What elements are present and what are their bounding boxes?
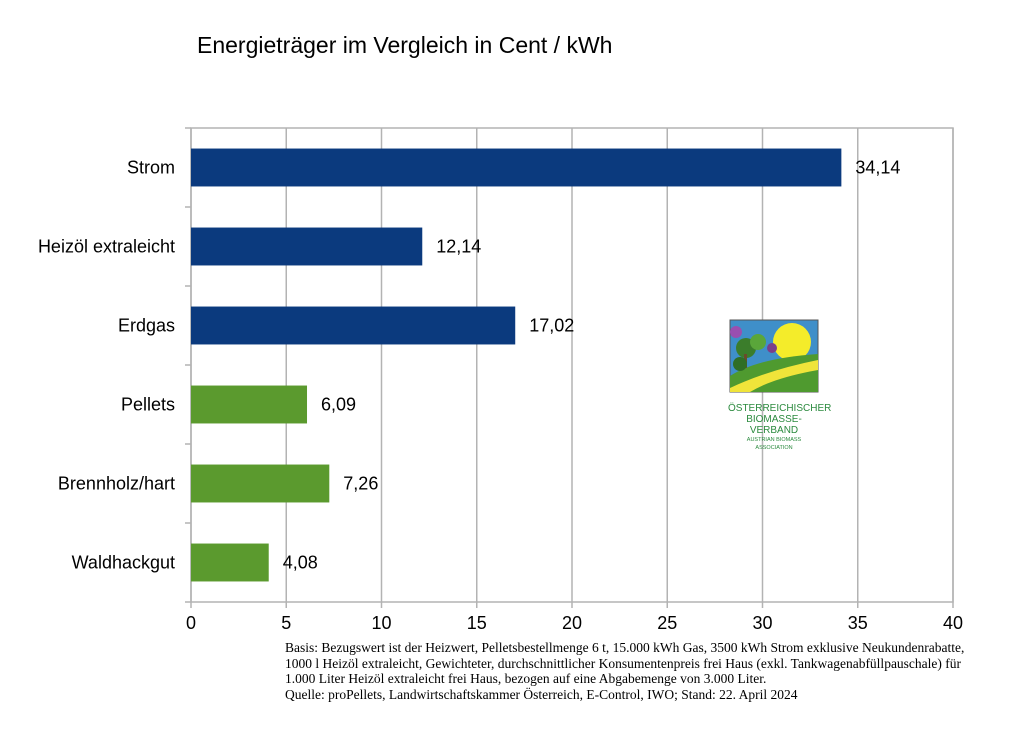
biomass-association-logo: ÖSTERREICHISCHER BIOMASSE-VERBAND AUSTRI…	[728, 318, 832, 452]
bar	[191, 306, 516, 345]
biomass-landscape-icon	[729, 319, 819, 393]
data-label: 12,14	[436, 237, 481, 257]
data-label: 6,09	[321, 395, 356, 415]
x-tick-label: 20	[562, 613, 582, 633]
category-label: Brennholz/hart	[58, 474, 175, 494]
bar	[191, 464, 330, 503]
bar-chart: 0 5 10 15 20 25 30 35 40 Strom 34,14 Heizöl extrale…	[38, 127, 963, 633]
category-label: Waldhackgut	[72, 553, 175, 573]
data-label: 17,02	[529, 316, 574, 336]
category-label: Erdgas	[118, 316, 175, 336]
logo-line-2: BIOMASSE-VERBAND	[746, 414, 802, 436]
category-label: Pellets	[121, 395, 175, 415]
data-label: 34,14	[855, 158, 900, 178]
x-tick-label: 35	[848, 613, 868, 633]
x-tick-label: 0	[186, 613, 196, 633]
data-label: 4,08	[283, 553, 318, 573]
data-label: 7,26	[343, 474, 378, 494]
bar	[191, 543, 269, 582]
bar	[191, 148, 842, 187]
category-label: Heizöl extraleicht	[38, 237, 175, 257]
x-tick-label: 30	[752, 613, 772, 633]
footnote-source: Quelle: proPellets, Landwirtschaftskamme…	[285, 686, 798, 702]
logo-line-3: AUSTRIAN BIOMASS ASSOCIATION	[746, 437, 802, 451]
footnote-basis: Basis: Bezugswert ist der Heizwert, Pell…	[285, 640, 965, 686]
logo-line-1: ÖSTERREICHISCHER	[728, 403, 832, 414]
bar	[191, 227, 423, 266]
category-label: Strom	[127, 158, 175, 178]
bar	[191, 385, 308, 424]
x-tick-label: 5	[281, 613, 291, 633]
footnote: Basis: Bezugswert ist der Heizwert, Pell…	[285, 640, 985, 702]
x-tick-label: 15	[467, 613, 487, 633]
x-tick-label: 10	[371, 613, 391, 633]
x-tick-label: 25	[657, 613, 677, 633]
x-tick-label: 40	[943, 613, 963, 633]
chart-title: Energieträger im Vergleich in Cent / kWh	[197, 32, 613, 58]
